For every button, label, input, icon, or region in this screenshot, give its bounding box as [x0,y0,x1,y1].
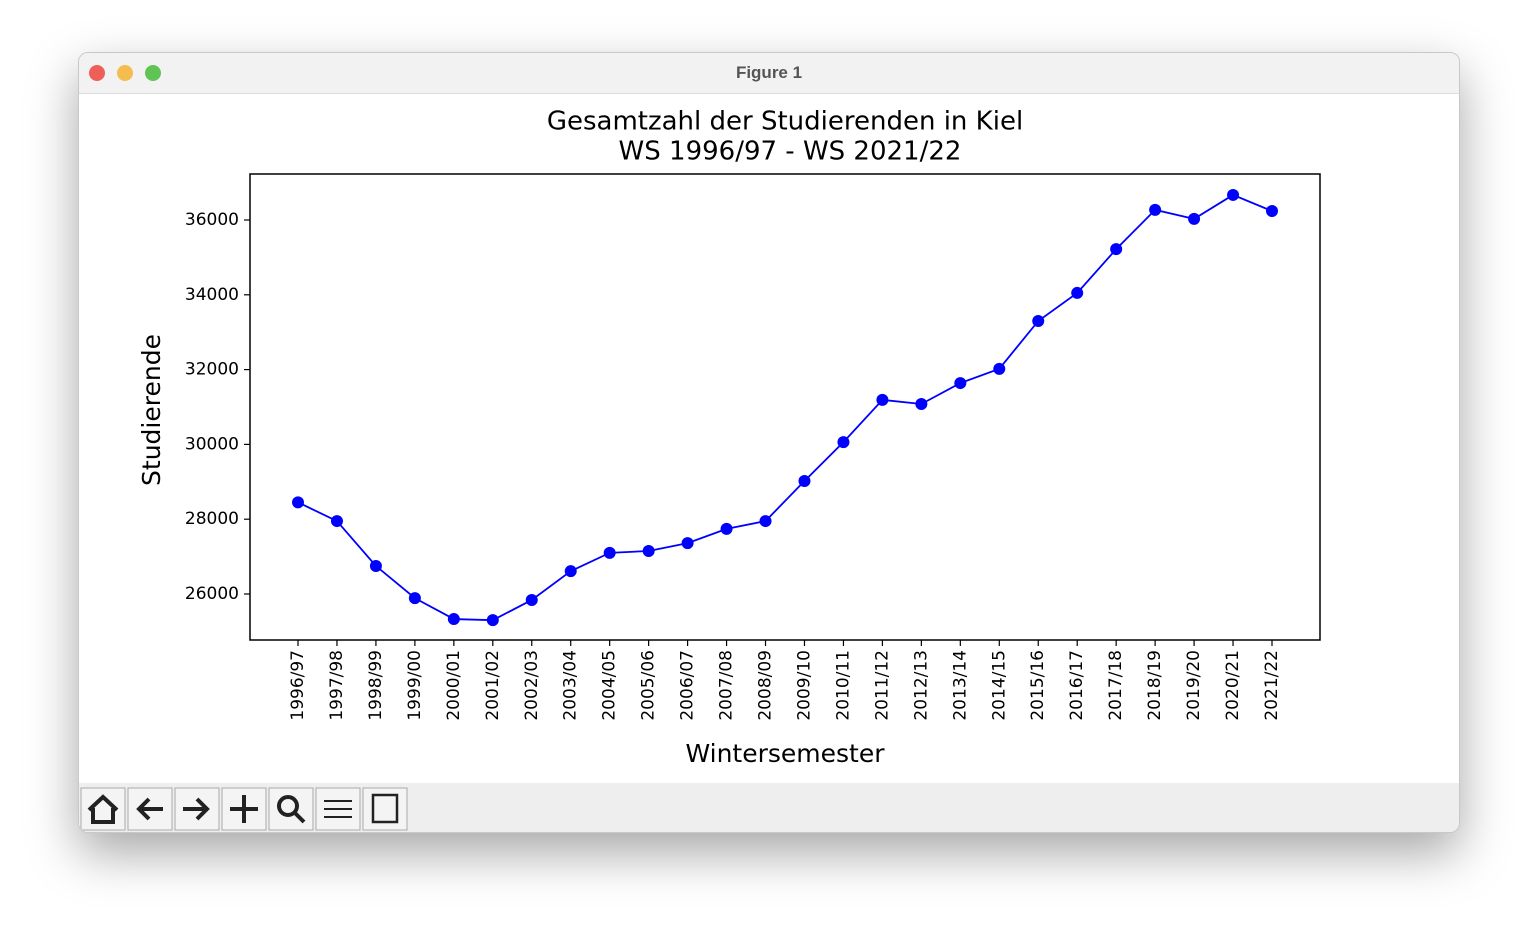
point [681,537,694,550]
point [876,393,889,406]
y-tick-label: 34000 [185,285,239,305]
point [1266,205,1278,218]
pan-icon [230,795,258,823]
x-tick-label: 2006/07 [678,650,698,721]
zoom-button[interactable] [145,65,161,81]
x-tick-label: 2014/15 [989,650,1009,721]
x-tick-label: 2019/20 [1184,650,1204,721]
x-tick-label: 2017/18 [1106,650,1126,721]
zoom-tool-button[interactable] [268,787,314,831]
close-button[interactable] [89,65,105,81]
point [369,559,382,572]
x-tick-label: 1996/97 [288,650,308,721]
point [642,544,655,557]
point [1149,203,1162,216]
x-tick-label: 2011/12 [872,650,892,721]
point [915,398,928,411]
point [1071,286,1084,299]
y-tick-label: 28000 [185,509,239,529]
point [564,565,577,578]
point [954,377,967,390]
y-tick-label: 32000 [185,360,239,380]
point [330,515,343,528]
x-tick-label: 2001/02 [483,650,503,721]
x-tick-label: 2016/17 [1067,650,1087,721]
x-tick-label: 2010/11 [833,650,853,721]
x-tick-label: 2018/19 [1145,650,1165,721]
point [1032,314,1045,327]
point [603,546,616,559]
point [798,475,811,488]
minimize-button[interactable] [117,65,133,81]
title-bar: Figure 1 [79,53,1459,94]
home-icon [87,794,119,824]
x-tick-label: 2020/21 [1223,650,1243,721]
window-title: Figure 1 [735,63,803,82]
x-tick-label: 1999/00 [405,650,425,721]
point [486,614,499,627]
x-tick-label: 1998/99 [366,650,386,721]
x-tick-label: 2004/05 [600,650,620,721]
chart-subtitle: WS 1996/97 - WS 2021/22 [619,137,962,167]
point [1110,243,1123,256]
line [297,193,1273,622]
zoom-icon [277,795,299,817]
back-icon [136,797,163,821]
x-axis-label: Wintersemester [685,739,885,768]
x-tick-label: 2008/09 [756,650,776,721]
toolbar [79,783,1459,832]
save-icon [371,793,399,824]
point [1188,212,1201,225]
x-tick-label: 2015/16 [1028,650,1048,721]
point [525,593,538,606]
x-tick-label: 2003/04 [561,650,581,721]
x-tick-label: 2000/01 [444,650,464,721]
y-tick-label: 26000 [185,584,239,604]
y-tick-label: 36000 [185,210,239,230]
x-tick-label: 2012/13 [911,650,931,721]
x-tick-label: 2005/06 [639,650,659,721]
forward-icon [183,797,210,821]
window: Figure 1 [78,52,1460,833]
x-tick-label: 1997/98 [327,650,347,721]
x-tick-label: 2002/03 [522,650,542,721]
point [292,496,304,509]
toolbar-icons [80,787,408,831]
plot-frame [249,173,1321,641]
point [720,522,733,535]
configure-icon [324,800,352,818]
point [408,592,421,605]
y-axis-label: Studierende [137,334,166,486]
chart-title: Gesamtzahl der Studierenden in Kiel [547,107,1023,137]
zoom-icon-handle [293,811,306,824]
y-tick-label: 30000 [185,434,239,454]
point [837,436,850,449]
point [1227,188,1240,201]
point [993,362,1006,375]
x-tick-label: 2009/10 [794,650,814,721]
x-tick-label: 2021/22 [1262,650,1282,721]
point [759,515,772,528]
x-tick-label: 2007/08 [717,650,737,721]
point [447,613,460,626]
x-tick-label: 2013/14 [950,650,970,721]
